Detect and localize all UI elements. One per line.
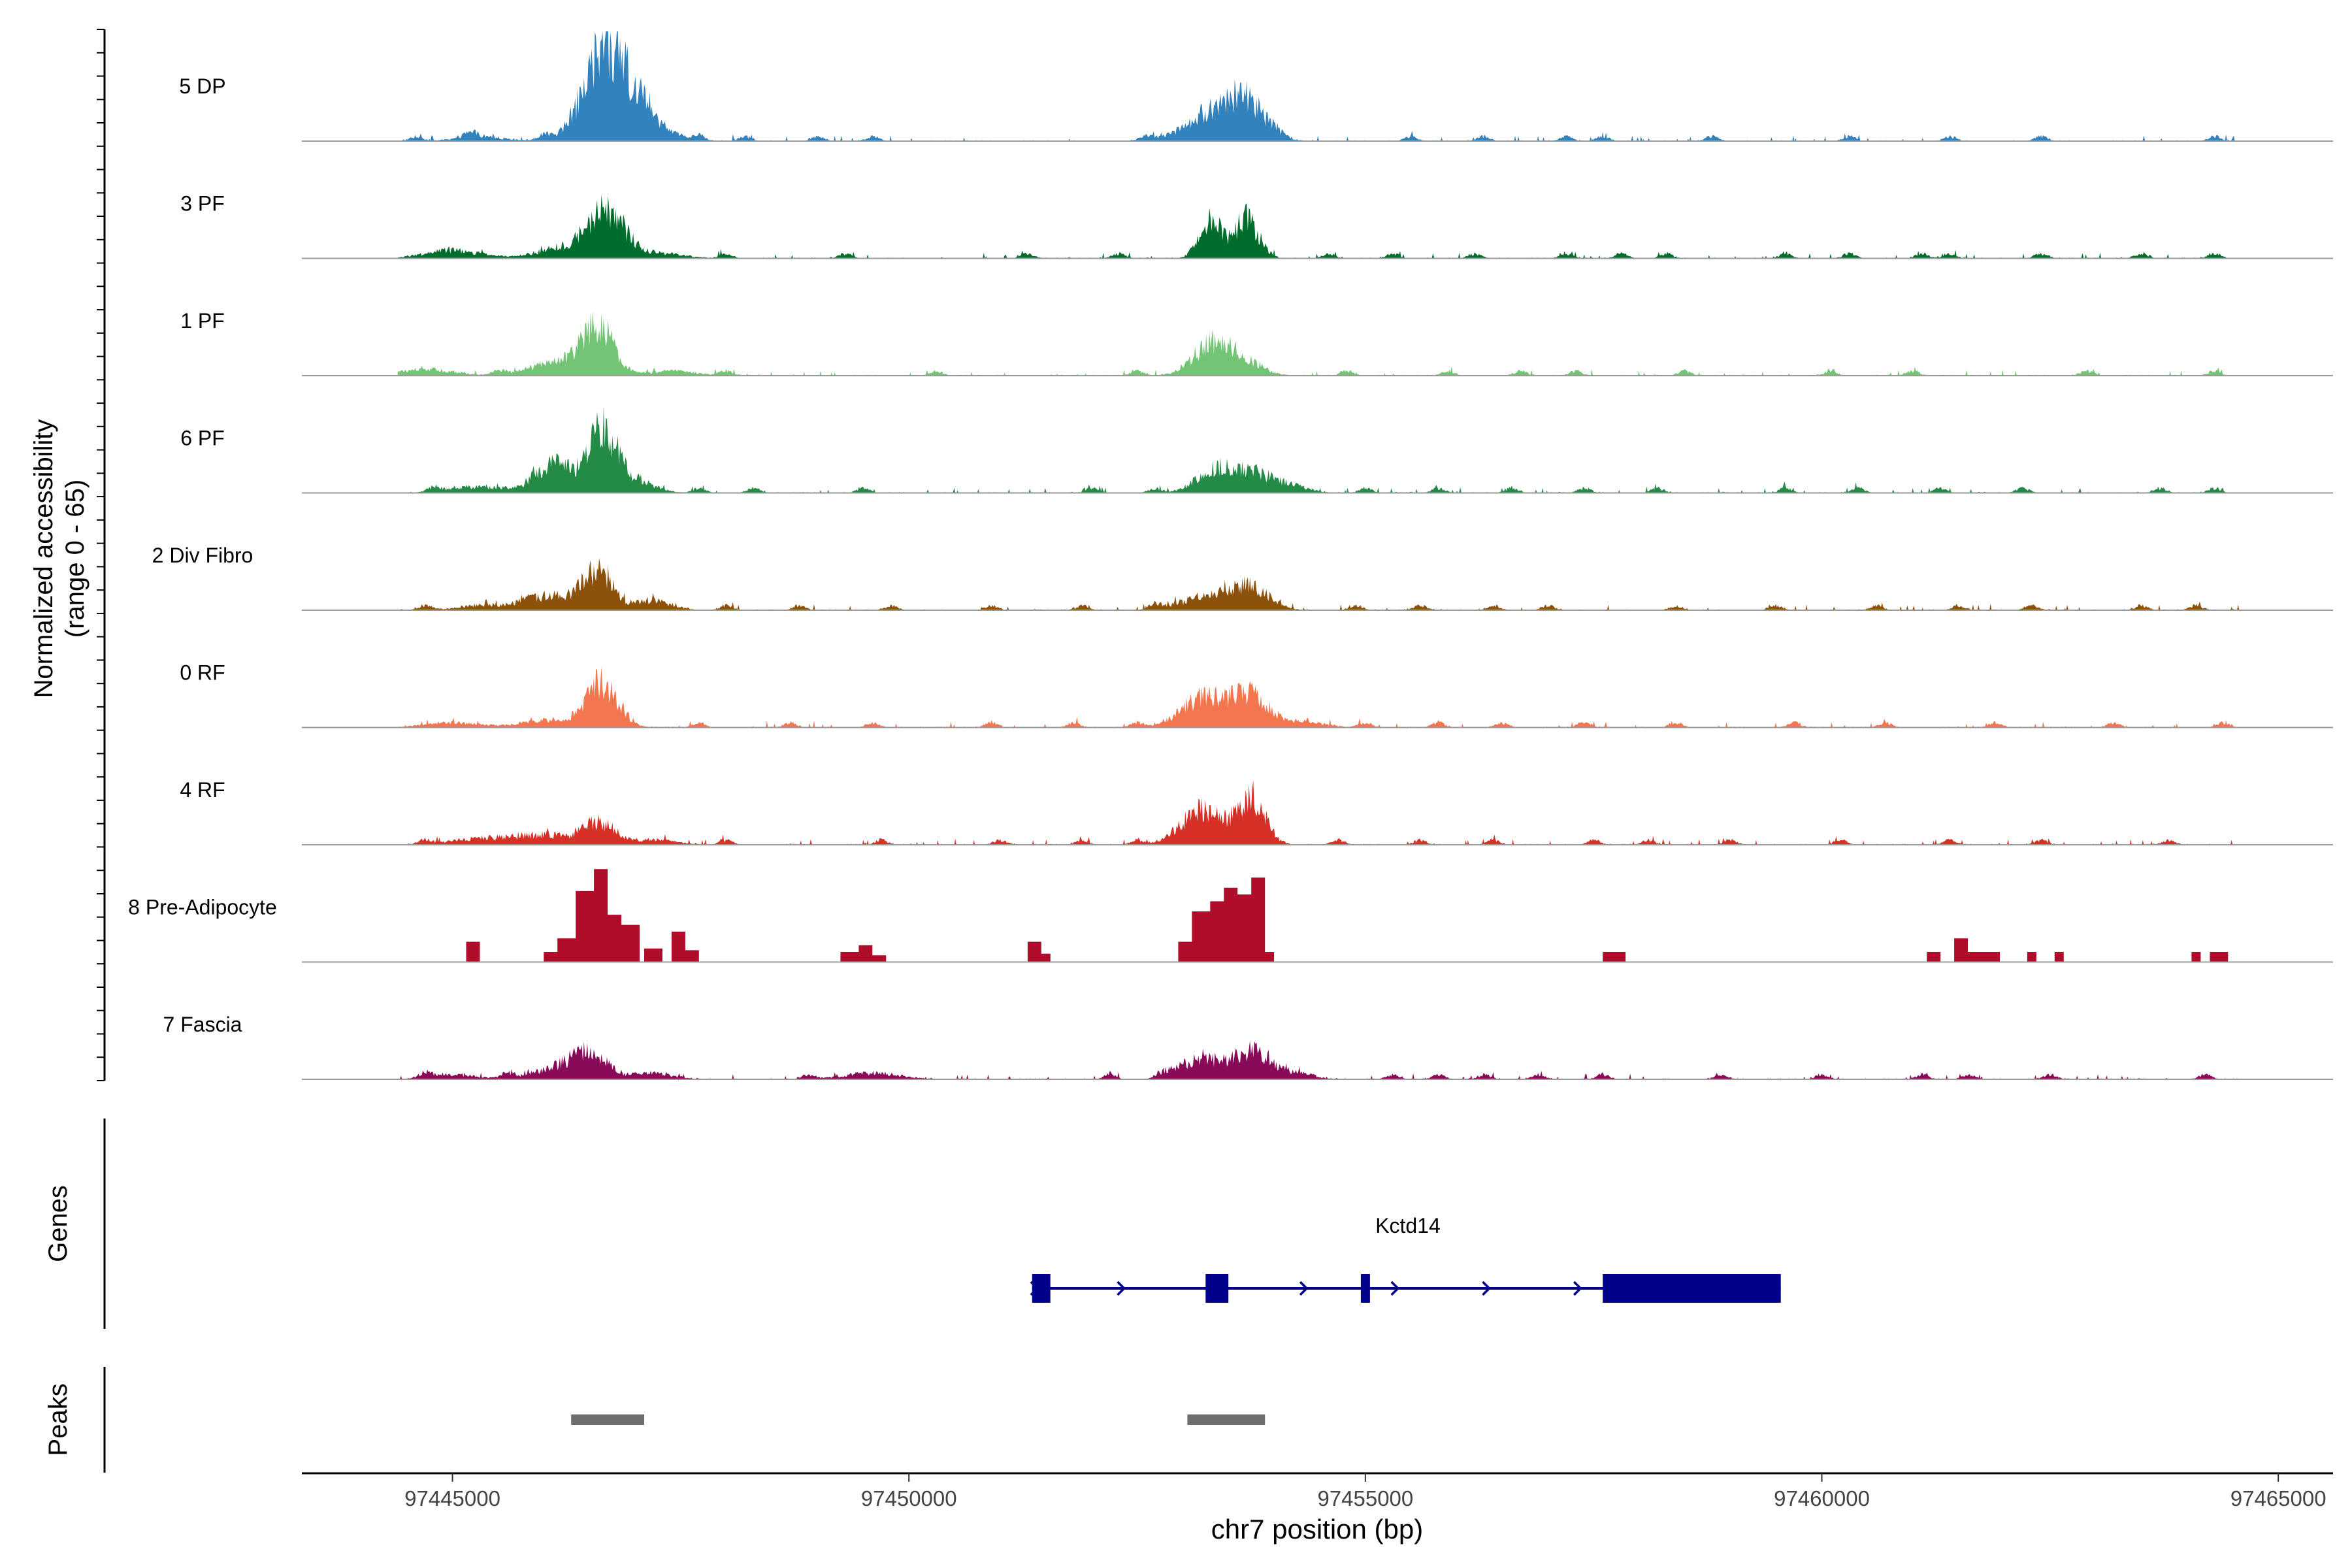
x-tick-label: 97455000 [1317,1486,1413,1511]
track-label: 0 RF [180,661,225,685]
coverage-tracks: 5 DP 3 PF 1 PF 6 PF 2 Div Fibro 0 RF 4 RF 8 Pre… [128,31,2333,1080]
strand-arrow [1299,1281,1309,1296]
x-tick-label: 97465000 [2230,1486,2327,1511]
gene-exon [1603,1274,1781,1303]
gene-exon [1032,1274,1051,1303]
coverage-area [397,780,2242,845]
track-5-dp: 5 DP [179,31,2333,142]
coverage-area [397,194,2242,259]
track-8-pre-adipocyte: 8 Pre-Adipocyte [128,869,2333,963]
x-axis-ticks: 97445000 97450000 97455000 97460000 97465000 [404,1473,2327,1511]
coverage-area [397,1040,2242,1079]
track-label: 1 PF [180,309,225,333]
strand-arrow [1573,1281,1582,1296]
coverage-area [397,312,2242,376]
track-6-pf: 6 PF [180,406,2333,494]
peaks-label: Peaks [44,1383,73,1456]
gene-exon [1205,1274,1229,1303]
peak-region [571,1414,644,1425]
gene-exon [1360,1274,1370,1303]
y-axis [97,29,106,1081]
track-1-pf: 1 PF [180,309,2333,376]
y-axis-label-line1: Normalized accessibility [29,419,58,698]
coverage-area [397,666,2242,728]
coverage-area [397,31,2242,141]
track-label: 2 Div Fibro [152,544,253,567]
strand-arrow [1030,1281,1039,1296]
track-7-fascia: 7 Fascia [163,1013,2333,1080]
x-axis-label: chr7 position (bp) [1211,1514,1424,1544]
track-label: 6 PF [180,427,225,450]
y-axis-label-line2: (range 0 - 65) [61,480,90,638]
coverage-area [397,558,2242,610]
track-label: 4 RF [180,778,225,802]
strand-arrow [1390,1281,1400,1296]
track-label: 7 Fascia [163,1013,242,1036]
x-tick-label: 97445000 [404,1486,500,1511]
track-0-rf: 0 RF [180,661,2333,728]
peak-region [1187,1414,1266,1425]
coverage-area [466,869,2229,962]
strand-arrow [1482,1281,1491,1296]
strand-arrow [1117,1281,1126,1296]
peak-track [571,1414,1266,1425]
x-tick-label: 97450000 [861,1486,957,1511]
track-3-pf: 3 PF [180,192,2333,259]
track-2-div-fibro: 2 Div Fibro [152,544,2333,611]
track-label: 5 DP [179,74,225,98]
track-label: 3 PF [180,192,225,216]
gene-track [1030,1274,1781,1303]
coverage-area [397,406,2242,493]
gene-name-label: Kctd14 [1375,1214,1441,1237]
x-tick-label: 97460000 [1774,1486,1870,1511]
track-label: 8 Pre-Adipocyte [128,896,277,919]
track-4-rf: 4 RF [180,778,2333,845]
genes-label: Genes [44,1185,73,1262]
